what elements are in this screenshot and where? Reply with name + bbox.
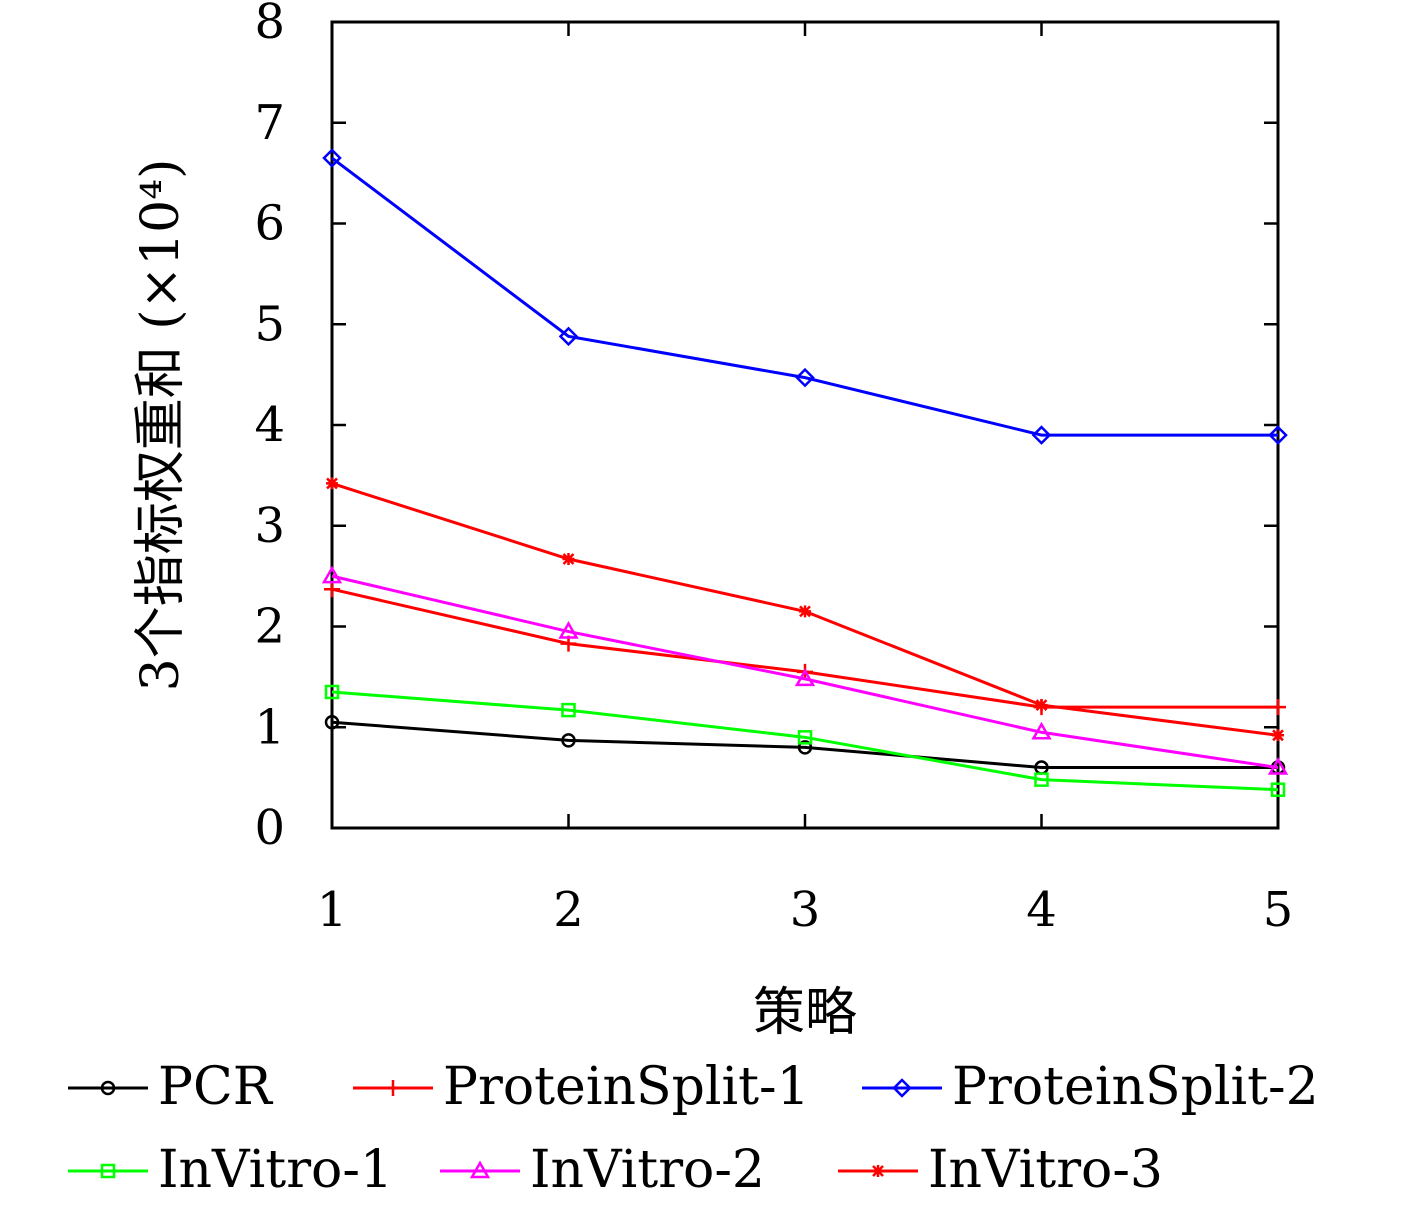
- series-invitro-3: [326, 477, 1284, 742]
- data-point: [797, 740, 813, 755]
- data-point: [1272, 729, 1284, 742]
- legend-entry: InVitro-2: [440, 1140, 765, 1200]
- y-tick-label: 4: [254, 397, 285, 453]
- data-point: [558, 621, 579, 639]
- legend-marker: [469, 1160, 491, 1179]
- series-pcr: [324, 714, 1286, 775]
- x-tick-label: 1: [317, 882, 348, 938]
- data-point: [797, 730, 813, 745]
- legend-marker: [100, 1080, 116, 1096]
- y-tick-label: 7: [254, 95, 285, 151]
- series-line: [331, 156, 1278, 437]
- y-axis-title: 3个指标权重和 (×10⁴): [131, 159, 191, 692]
- series-layer: [321, 148, 1289, 797]
- data-point: [1268, 425, 1288, 445]
- data-point: [1031, 425, 1052, 445]
- data-point: [1031, 721, 1052, 740]
- x-tick-label: 5: [1263, 882, 1294, 938]
- series-invitro-2: [321, 565, 1289, 775]
- data-point: [326, 477, 338, 490]
- series-line: [331, 574, 1279, 770]
- legend-marker: [892, 1078, 912, 1098]
- data-point: [558, 326, 579, 347]
- legend-label: ProteinSplit-2: [952, 1057, 1319, 1117]
- data-point: [562, 552, 575, 565]
- data-point: [324, 684, 340, 700]
- legend-marker: [872, 1165, 884, 1177]
- data-point: [799, 605, 811, 618]
- y-tick-label: 2: [254, 599, 285, 655]
- data-point: [1034, 772, 1049, 787]
- data-point: [1270, 699, 1286, 716]
- data-point: [1035, 699, 1048, 712]
- legend-entry: ProteinSplit-2: [862, 1057, 1319, 1117]
- legend-label: PCR: [158, 1057, 274, 1117]
- legend: PCR ProteinSplit-1 ProteinSplit-2 InVitro-1…: [68, 1057, 1319, 1200]
- x-tick-label: 4: [1026, 882, 1057, 938]
- legend-label: ProteinSplit-1: [443, 1057, 810, 1117]
- y-axis-ticks: 0 1 2 3 4 5 6 7 8: [254, 0, 1278, 856]
- series-invitro-1: [324, 684, 1286, 797]
- legend-label: InVitro-2: [530, 1140, 765, 1200]
- series-line: [331, 690, 1279, 792]
- data-point: [561, 733, 576, 748]
- data-point: [322, 148, 342, 168]
- data-point: [1267, 757, 1289, 775]
- series-proteinsplit-2: [322, 148, 1288, 445]
- y-tick-label: 1: [254, 699, 285, 755]
- x-tick-label: 2: [553, 882, 584, 938]
- data-point: [321, 565, 343, 584]
- legend-entry: InVitro-1: [68, 1140, 393, 1200]
- y-tick-label: 8: [254, 0, 285, 50]
- legend-entry: InVitro-3: [838, 1140, 1163, 1200]
- data-point: [794, 668, 816, 687]
- series-line: [331, 720, 1278, 770]
- y-tick-label: 6: [254, 196, 285, 252]
- legend-entry: PCR: [68, 1057, 274, 1117]
- data-point: [324, 714, 340, 730]
- legend-marker: [385, 1080, 401, 1096]
- series-proteinsplit-1: [324, 581, 1286, 716]
- legend-entry: ProteinSplit-1: [353, 1057, 810, 1117]
- legend-label: InVitro-3: [928, 1140, 1163, 1200]
- data-point: [324, 581, 340, 598]
- legend-label: InVitro-1: [158, 1140, 393, 1200]
- data-point: [1270, 782, 1286, 797]
- y-tick-label: 5: [254, 296, 285, 352]
- x-tick-label: 3: [790, 882, 821, 938]
- legend-marker: [100, 1163, 116, 1179]
- y-tick-label: 0: [254, 800, 285, 856]
- data-point: [561, 702, 576, 718]
- x-axis-title: 策略: [753, 983, 857, 1043]
- data-point: [795, 367, 815, 388]
- x-axis-ticks: 1 2 3 4 5: [317, 22, 1294, 938]
- y-tick-label: 3: [254, 498, 285, 554]
